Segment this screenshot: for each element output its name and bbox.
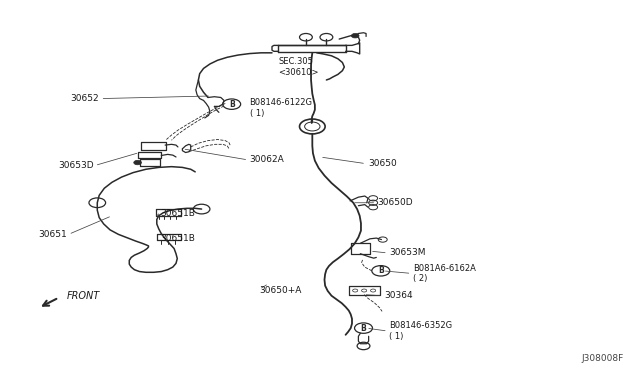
Text: 30653D: 30653D (58, 161, 94, 170)
Text: B08146-6122G
( 1): B08146-6122G ( 1) (250, 98, 312, 118)
Text: J308008F: J308008F (582, 354, 624, 363)
Text: 30653M: 30653M (389, 248, 426, 257)
Text: B08146-6352G
( 1): B08146-6352G ( 1) (389, 321, 452, 341)
Text: 30062A: 30062A (250, 155, 284, 164)
Text: B: B (361, 324, 366, 333)
Text: 30650D: 30650D (378, 198, 413, 207)
Text: 30651B: 30651B (160, 209, 195, 218)
Text: B: B (378, 266, 383, 275)
Text: B: B (229, 100, 234, 109)
Text: B081A6-6162A
( 2): B081A6-6162A ( 2) (413, 264, 476, 283)
Text: 30364: 30364 (384, 291, 413, 300)
Circle shape (351, 33, 359, 38)
Text: 30650: 30650 (368, 159, 397, 168)
Circle shape (371, 289, 376, 292)
Text: 30651: 30651 (38, 230, 67, 239)
Text: 30652: 30652 (70, 94, 99, 103)
Text: 30650+A: 30650+A (259, 286, 301, 295)
Circle shape (134, 160, 141, 165)
Text: FRONT: FRONT (67, 291, 100, 301)
Text: 30651B: 30651B (160, 234, 195, 243)
Circle shape (353, 289, 358, 292)
Circle shape (362, 289, 367, 292)
Text: SEC.305
<30610>: SEC.305 <30610> (278, 57, 319, 77)
